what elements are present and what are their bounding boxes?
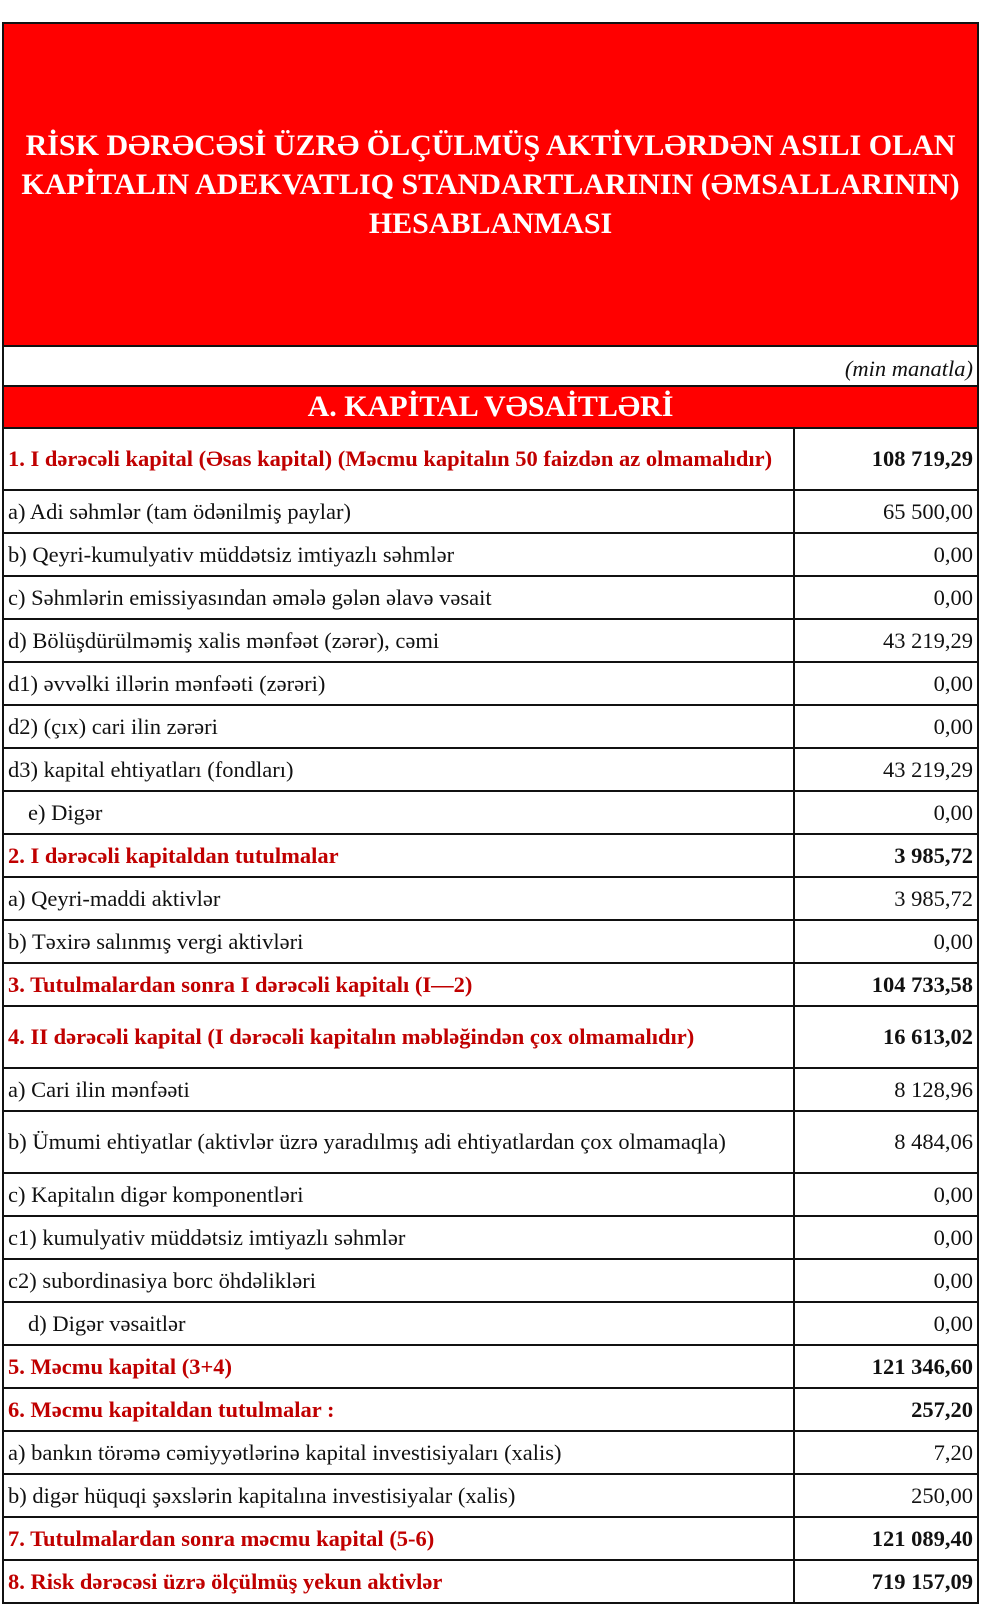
row-label: a) Qeyri-maddi aktivlər [2, 876, 795, 921]
row-label: 2. I dərəcəli kapitaldan tutulmalar [2, 833, 795, 878]
row-label: b) Qeyri-kumulyativ müddətsiz imtiyazlı … [2, 532, 795, 577]
row-label: a) bankın törəmə cəmiyyətlərinə kapital … [2, 1430, 795, 1475]
row-value: 65 500,00 [792, 489, 980, 534]
row-value: 0,00 [792, 790, 980, 835]
table-row: d) Digər vəsaitlər 0,00 [2, 1301, 980, 1346]
unit-note: (min manatla) [1, 345, 980, 387]
section-a-header: A. KAPİTAL VƏSAİTLƏRİ [1, 385, 980, 429]
row-value: 0,00 [792, 1215, 980, 1260]
capital-adequacy-table: RİSK DƏRƏCƏSİ ÜZRƏ ÖLÇÜLMÜŞ AKTİVLƏRDƏN … [1, 22, 980, 1604]
table-row: c2) subordinasiya borc öhdəlikləri 0,00 [2, 1258, 980, 1303]
row-label: 3. Tutulmalardan sonra I dərəcəli kapita… [2, 962, 795, 1007]
row-value: 719 157,09 [792, 1559, 980, 1604]
row-label: 1. I dərəcəli kapital (Əsas kapital) (Mə… [2, 427, 795, 491]
table-row: c) Kapitalın digər komponentləri 0,00 [2, 1172, 980, 1217]
row-label: b) digər hüquqi şəxslərin kapitalına inv… [2, 1473, 795, 1518]
row-value: 121 346,60 [792, 1344, 980, 1389]
row-value: 43 219,29 [792, 618, 980, 663]
row-label: d1) əvvəlki illərin mənfəəti (zərəri) [2, 661, 795, 706]
row-label: c1) kumulyativ müddətsiz imtiyazlı səhml… [2, 1215, 795, 1260]
table-row: b) Təxirə salınmış vergi aktivləri 0,00 [2, 919, 980, 964]
row-label: c) Səhmlərin emissiyasından əmələ gələn … [2, 575, 795, 620]
row-value: 0,00 [792, 1258, 980, 1303]
row-label: a) Cari ilin mənfəəti [2, 1067, 795, 1112]
row-value: 0,00 [792, 532, 980, 577]
row-value: 257,20 [792, 1387, 980, 1432]
table-row: b) digər hüquqi şəxslərin kapitalına inv… [2, 1473, 980, 1518]
row-label: 4. II dərəcəli kapital (I dərəcəli kapit… [2, 1005, 795, 1069]
document-title: RİSK DƏRƏCƏSİ ÜZRƏ ÖLÇÜLMÜŞ AKTİVLƏRDƏN … [1, 22, 980, 347]
row-label: 7. Tutulmalardan sonra məcmu kapital (5-… [2, 1516, 795, 1561]
table-row: a) Cari ilin mənfəəti 8 128,96 [2, 1067, 980, 1112]
row-label: b) Təxirə salınmış vergi aktivləri [2, 919, 795, 964]
table-row: e) Digər 0,00 [2, 790, 980, 835]
table-row: a) Qeyri-maddi aktivlər 3 985,72 [2, 876, 980, 921]
table-row: d3) kapital ehtiyatları (fondları) 43 219… [2, 747, 980, 792]
table-row: b) Ümumi ehtiyatlar (aktivlər üzrə yarad… [2, 1110, 980, 1174]
row-value: 0,00 [792, 1172, 980, 1217]
table-row: d1) əvvəlki illərin mənfəəti (zərəri) 0,0… [2, 661, 980, 706]
capital-adequacy-document: RİSK DƏRƏCƏSİ ÜZRƏ ÖLÇÜLMÜŞ AKTİVLƏRDƏN … [1, 22, 980, 1604]
row-value: 3 985,72 [792, 833, 980, 878]
row-value: 3 985,72 [792, 876, 980, 921]
table-row: a) bankın törəmə cəmiyyətlərinə kapital … [2, 1430, 980, 1475]
table-row: 4. II dərəcəli kapital (I dərəcəli kapit… [2, 1005, 980, 1069]
table-row: 6. Məcmu kapitaldan tutulmalar :257,20 [2, 1387, 980, 1432]
table-row: c) Səhmlərin emissiyasından əmələ gələn … [2, 575, 980, 620]
row-label: d) Bölüşdürülməmiş xalis mənfəət (zərər)… [2, 618, 795, 663]
table-row: b) Qeyri-kumulyativ müddətsiz imtiyazlı … [2, 532, 980, 577]
row-label: b) Ümumi ehtiyatlar (aktivlər üzrə yarad… [2, 1110, 795, 1174]
row-value: 0,00 [792, 661, 980, 706]
row-value: 104 733,58 [792, 962, 980, 1007]
table-row: 7. Tutulmalardan sonra məcmu kapital (5-… [2, 1516, 980, 1561]
row-value: 16 613,02 [792, 1005, 980, 1069]
table-row: c1) kumulyativ müddətsiz imtiyazlı səhml… [2, 1215, 980, 1260]
row-value: 0,00 [792, 704, 980, 749]
row-value: 108 719,29 [792, 427, 980, 491]
row-value: 121 089,40 [792, 1516, 980, 1561]
table-row: 1. I dərəcəli kapital (Əsas kapital) (Mə… [2, 427, 980, 491]
row-value: 0,00 [792, 575, 980, 620]
row-label: c) Kapitalın digər komponentləri [2, 1172, 795, 1217]
row-label: d2) (çıx) cari ilin zərəri [2, 704, 795, 749]
row-value: 0,00 [792, 1301, 980, 1346]
row-value: 7,20 [792, 1430, 980, 1475]
row-label: c2) subordinasiya borc öhdəlikləri [2, 1258, 795, 1303]
table-row: 5. Məcmu kapital (3+4) 121 346,60 [2, 1344, 980, 1389]
row-label: e) Digər [2, 790, 795, 835]
row-label: 6. Məcmu kapitaldan tutulmalar : [2, 1387, 795, 1432]
row-value: 8 128,96 [792, 1067, 980, 1112]
table-row: 8. Risk dərəcəsi üzrə ölçülmüş yekun akt… [2, 1559, 980, 1604]
table-row: a) Adi səhmlər (tam ödənilmiş paylar) 65 … [2, 489, 980, 534]
row-value: 0,00 [792, 919, 980, 964]
table-row: d2) (çıx) cari ilin zərəri 0,00 [2, 704, 980, 749]
row-label: 5. Məcmu kapital (3+4) [2, 1344, 795, 1389]
row-value: 43 219,29 [792, 747, 980, 792]
table-row: d) Bölüşdürülməmiş xalis mənfəət (zərər)… [2, 618, 980, 663]
table-row: 2. I dərəcəli kapitaldan tutulmalar 3 985… [2, 833, 980, 878]
row-label: d3) kapital ehtiyatları (fondları) [2, 747, 795, 792]
row-label: d) Digər vəsaitlər [2, 1301, 795, 1346]
table-row: 3. Tutulmalardan sonra I dərəcəli kapita… [2, 962, 980, 1007]
row-label: a) Adi səhmlər (tam ödənilmiş paylar) [2, 489, 795, 534]
row-value: 8 484,06 [792, 1110, 980, 1174]
row-value: 250,00 [792, 1473, 980, 1518]
row-label: 8. Risk dərəcəsi üzrə ölçülmüş yekun akt… [2, 1559, 795, 1604]
